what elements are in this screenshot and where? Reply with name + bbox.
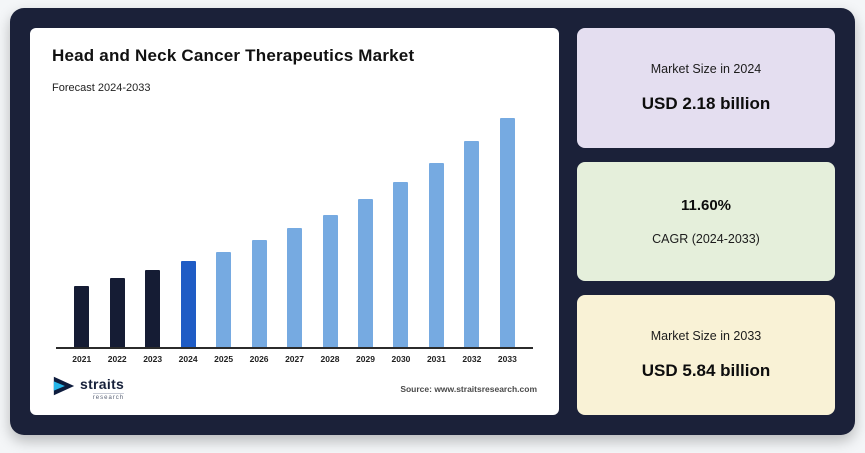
bar-2025 bbox=[206, 104, 241, 347]
x-label-2021: 2021 bbox=[72, 354, 92, 364]
logo-name: straits bbox=[80, 375, 125, 392]
bar-2028 bbox=[312, 104, 347, 347]
logo-text: straits research bbox=[80, 375, 125, 401]
x-label-2022: 2022 bbox=[107, 354, 127, 364]
bar-rect-2030 bbox=[393, 182, 409, 347]
bar-2024 bbox=[170, 104, 205, 347]
bar-2032 bbox=[454, 104, 489, 347]
stat-card-market-size-2024: Market Size in 2024 USD 2.18 billion bbox=[577, 28, 835, 148]
bar-rect-2021 bbox=[74, 285, 90, 347]
bar-2027 bbox=[277, 104, 312, 347]
bar-2031 bbox=[419, 104, 454, 347]
source-text: Source: www.straitsresearch.com bbox=[400, 383, 537, 394]
x-label-2025: 2025 bbox=[214, 354, 234, 364]
bar-rect-2032 bbox=[464, 141, 480, 347]
bar-rect-2026 bbox=[251, 240, 267, 347]
chart-subtitle: Forecast 2024-2033 bbox=[52, 82, 151, 94]
stat-card-market-size-2033: Market Size in 2033 USD 5.84 billion bbox=[577, 295, 835, 416]
bar-2033 bbox=[490, 104, 525, 347]
chart-footer: straits research Source: www.straitsrese… bbox=[52, 374, 537, 403]
bar-rect-2025 bbox=[216, 251, 232, 347]
chart-title: Head and Neck Cancer Therapeutics Market bbox=[52, 46, 415, 65]
bar-2029 bbox=[348, 104, 383, 347]
logo-arrow-icon bbox=[52, 374, 76, 403]
bar-rect-2022 bbox=[109, 278, 125, 347]
bar-rect-2027 bbox=[287, 228, 303, 347]
x-label-2028: 2028 bbox=[320, 354, 340, 364]
x-label-2033: 2033 bbox=[497, 354, 517, 364]
bar-chart-plot-area bbox=[56, 104, 533, 349]
x-label-2029: 2029 bbox=[356, 354, 375, 364]
stat-label: Market Size in 2033 bbox=[650, 329, 762, 344]
x-label-2032: 2032 bbox=[462, 354, 482, 364]
x-label-2031: 2031 bbox=[426, 354, 446, 364]
chart-card: Head and Neck Cancer Therapeutics Market… bbox=[30, 28, 559, 415]
stat-label: CAGR (2024-2033) bbox=[652, 232, 760, 246]
straits-research-logo: straits research bbox=[52, 374, 125, 403]
infographic-panel: Head and Neck Cancer Therapeutics Market… bbox=[10, 8, 855, 435]
bar-2022 bbox=[99, 104, 134, 347]
stat-value: 11.60% bbox=[680, 197, 732, 214]
stat-value: USD 2.18 billion bbox=[641, 93, 771, 113]
x-label-2027: 2027 bbox=[285, 354, 304, 364]
bar-rect-2028 bbox=[322, 214, 338, 347]
bar-2026 bbox=[241, 104, 276, 347]
x-label-2030: 2030 bbox=[391, 354, 411, 364]
bar-2021 bbox=[64, 104, 99, 347]
bar-rect-2031 bbox=[428, 162, 444, 347]
stat-card-cagr: 11.60% CAGR (2024-2033) bbox=[577, 161, 835, 282]
bar-rect-2033 bbox=[499, 118, 515, 347]
bar-rect-2023 bbox=[145, 270, 161, 347]
logo-subname: research bbox=[92, 392, 125, 401]
stat-label: Market Size in 2024 bbox=[650, 61, 762, 76]
bar-2030 bbox=[383, 104, 418, 347]
bar-chart: 2021 2022 2023 2024 2025 2026 2027 2028 2029 2030… bbox=[52, 104, 537, 364]
x-label-2023: 2023 bbox=[143, 354, 163, 364]
bar-rect-2024 bbox=[180, 261, 196, 347]
bar-rect-2029 bbox=[357, 198, 373, 347]
stat-value: USD 5.84 billion bbox=[641, 361, 771, 381]
stats-column: Market Size in 2024 USD 2.18 billion 11.… bbox=[577, 28, 835, 416]
x-label-2026: 2026 bbox=[249, 354, 269, 364]
x-axis-labels: 2021 2022 2023 2024 2025 2026 2027 2028 2029 2030… bbox=[56, 349, 533, 364]
x-label-2024: 2024 bbox=[178, 354, 198, 364]
bar-2023 bbox=[135, 104, 170, 347]
